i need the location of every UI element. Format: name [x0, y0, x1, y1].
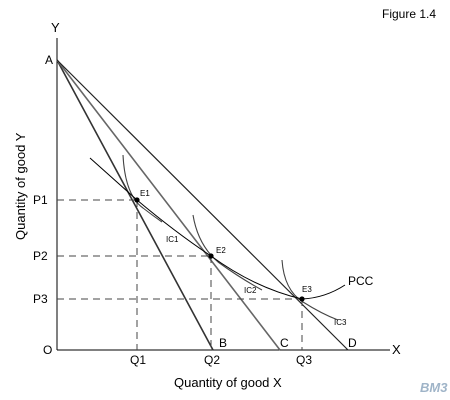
x-axis-letter: X [392, 342, 401, 357]
price-consumption-curve [89, 157, 346, 300]
y-axis-title: Quantity of good Y [13, 132, 28, 240]
quantity-label-q2: Q2 [204, 353, 220, 367]
equilibrium-point-3 [299, 296, 305, 302]
y-axis-letter: Y [51, 20, 60, 35]
budget-line-ac [56, 59, 281, 351]
equilibrium-point-2 [208, 253, 214, 259]
indifference-label-ic3: IC3 [334, 318, 347, 327]
indifference-label-ic2: IC2 [244, 286, 257, 295]
indifference-curve-1 [122, 154, 163, 223]
budget-line-ad [56, 59, 349, 351]
figure-label: Figure 1.4 [382, 7, 436, 21]
equilibrium-point-1 [134, 197, 140, 203]
indifference-label-ic1: IC1 [166, 235, 179, 244]
quantity-label-q3: Q3 [296, 353, 312, 367]
origin-label: O [43, 343, 52, 357]
point-b-label: B [219, 336, 227, 350]
equilibrium-label-e1: E1 [140, 189, 150, 198]
quantity-label-q1: Q1 [130, 353, 146, 367]
point-a-label: A [45, 53, 53, 67]
watermark-logo: BM3 [420, 380, 448, 395]
indifference-curve-2 [192, 214, 263, 291]
equilibrium-label-e2: E2 [216, 246, 226, 255]
price-label-p1: P1 [33, 193, 48, 207]
budget-line-ab [56, 59, 214, 351]
price-label-p2: P2 [33, 249, 48, 263]
indifference-curve-3 [281, 259, 339, 321]
price-label-p3: P3 [33, 292, 48, 306]
equilibrium-label-e3: E3 [302, 285, 312, 294]
point-d-label: D [348, 336, 357, 350]
x-axis-title: Quantity of good X [174, 375, 282, 390]
point-c-label: C [280, 336, 289, 350]
pcc-label: PCC [348, 274, 374, 288]
